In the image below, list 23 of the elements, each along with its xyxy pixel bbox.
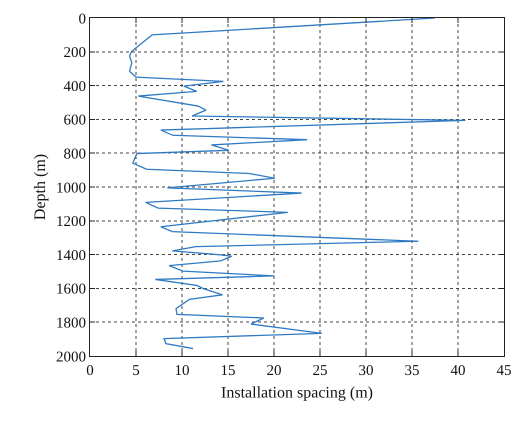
x-tick-label: 30 [358,363,374,379]
x-tick-label: 10 [174,363,190,379]
y-tick-label: 1200 [56,214,86,230]
y-tick-label: 1000 [56,180,86,196]
line-series [128,18,466,350]
y-axis-title: Depth (m) [32,154,49,220]
x-tick-label: 45 [496,363,512,379]
x-tick-label: 5 [132,363,140,379]
x-tick-label: 40 [450,363,466,379]
y-tick-label: 1800 [56,315,86,332]
x-tick-label: 25 [312,363,328,379]
y-tick-label: 1400 [56,248,86,264]
y-tick-label: 800 [64,146,86,162]
y-tick-label: 200 [64,45,86,62]
y-tick-label: 600 [64,112,86,129]
y-tick-label: 2000 [56,349,86,366]
x-tick-label: 20 [266,363,282,379]
x-axis-title: Installation spacing (m) [221,384,373,402]
x-tick-label: 35 [404,363,420,379]
y-tick-label: 0 [78,11,86,28]
y-tick-label: 400 [64,78,86,95]
y-tick-label: 1600 [56,282,86,298]
x-tick-label: 15 [220,363,236,379]
